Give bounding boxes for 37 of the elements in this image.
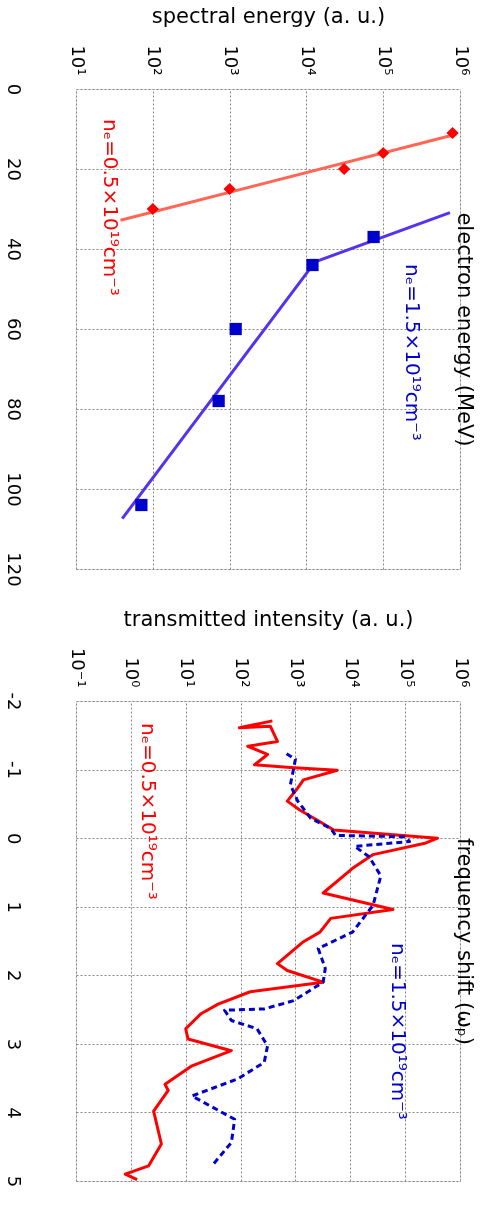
x-tick-label: 10⁻¹ (67, 647, 89, 688)
y-tick-label: -1 (3, 761, 25, 780)
x-tick-label: 10⁶ (451, 45, 473, 76)
x-tick-label: 10³ (286, 657, 308, 688)
x-axis-title: spectral energy (a. u.) (151, 4, 386, 29)
x-tick-label: 10⁵ (374, 45, 396, 76)
y-tick-label: 100 (3, 472, 25, 507)
x-tick-label: 10⁵ (396, 657, 418, 688)
y-axis-title: frequency shift (ωₚ) (452, 838, 477, 1045)
x-tick-label: 10¹ (67, 45, 89, 76)
y-tick-label: 120 (3, 552, 25, 587)
text: nₑ=1.5×10¹⁹cm⁻³ (387, 943, 411, 1120)
y-tick-label: 4 (3, 1107, 25, 1119)
y-tick-label: 1 (3, 901, 25, 913)
x-tick-label: 10⁴ (341, 657, 363, 688)
text: nₑ=0.5×10¹⁹cm⁻³ (99, 119, 123, 296)
y-tick-label: 5 (3, 1175, 25, 1188)
y-tick-label: 60 (3, 318, 25, 341)
y-tick-label: 20 (3, 158, 25, 181)
text: nₑ=0.5×10¹⁹cm⁻³ (137, 723, 161, 900)
x-axis-title: transmitted intensity (a. u.) (123, 606, 414, 631)
x-tick-label: 10² (144, 45, 166, 76)
y-tick-label: 0 (3, 83, 25, 96)
y-axis-title: electron energy (MeV) (452, 212, 477, 447)
y-tick-label: 40 (3, 238, 25, 261)
y-tick-label: 80 (3, 398, 25, 421)
x-tick-label: 10⁶ (451, 657, 473, 688)
text: nₑ=1.5×10¹⁹cm⁻³ (401, 264, 425, 441)
x-tick-label: 10³ (221, 45, 243, 76)
y-tick-label: 3 (3, 1038, 25, 1051)
y-tick-label: 0 (3, 832, 25, 845)
x-tick-label: 10¹ (177, 657, 199, 688)
x-tick-label: 10⁴ (297, 45, 319, 76)
x-tick-label: 10² (232, 657, 254, 688)
y-tick-label: -2 (3, 692, 25, 711)
x-tick-label: 10⁰ (122, 657, 144, 688)
y-tick-label: 2 (3, 970, 25, 982)
